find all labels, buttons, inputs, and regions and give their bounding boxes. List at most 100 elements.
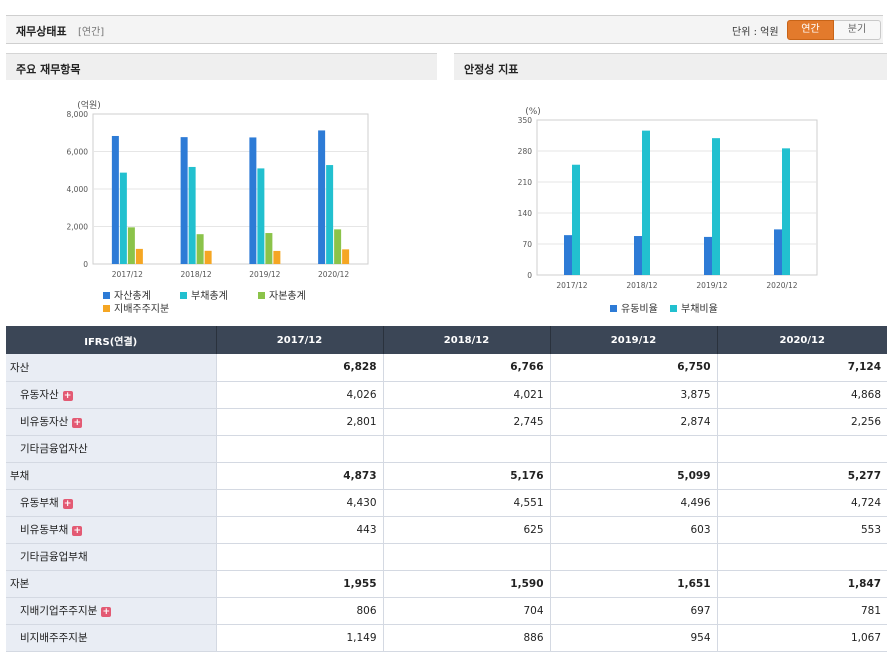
column-header: 2017/12 [215,326,383,354]
value-cell: 4,551 [382,489,550,517]
row-label-cell: 자본 [6,570,216,598]
x-tick-label: 2019/12 [249,270,280,279]
value-cell [215,543,383,571]
x-tick-label: 2019/12 [696,281,727,290]
bar-0-1 [180,137,188,264]
legend-label: 부채비율 [681,304,718,315]
legend-label: 자본총계 [269,291,306,302]
value-cell: 2,801 [215,408,383,436]
value-cell: 4,496 [549,489,717,517]
y-axis-label: (%) [525,107,541,117]
row-label-cell: 유동부채 + [6,489,216,517]
value-cell: 1,955 [215,570,383,598]
bar-0-2 [249,137,257,264]
value-cell: 806 [215,597,383,625]
table-row: 비유동자산 +2,801 2,745 2,874 2,256 [6,408,887,436]
expand-plus-icon[interactable]: + [72,418,83,428]
table-row: 비유동부채 +443 625 603 553 [6,516,887,544]
value-cell: 4,026 [215,381,383,409]
row-label-cell: 비유동자산 + [6,408,216,436]
section-title: 재무상태표 [16,25,67,38]
expand-plus-icon[interactable]: + [62,499,73,509]
legend-item: 자본총계 [258,287,306,302]
table-row: 유동부채 +4,430 4,551 4,496 4,724 [6,489,887,517]
period-toggle: 연간 분기 [787,20,881,40]
bar-0-0 [111,135,119,264]
column-header: 2018/12 [382,326,550,354]
financial-items-chart: (억원) 0 2,000 4,000 6,000 8,000 2017/12 2018/12 2… [67,99,369,279]
row-label: 지배기업주주지분 [20,605,98,617]
y-tick-label: 70 [522,240,532,249]
bar-1-3 [782,148,790,275]
x-tick-label: 2020/12 [766,281,797,290]
value-cell [382,435,550,463]
y-tick-label: 0 [83,260,88,269]
bar-3-0 [135,248,143,264]
quarter-toggle-button[interactable]: 분기 [834,20,881,40]
y-tick-label: 210 [518,178,533,187]
section-header: 재무상태표 [연간] 단위 : 억원 연간 분기 [6,15,883,44]
legend-item: 자산총계 [103,287,151,302]
value-cell: 4,021 [382,381,550,409]
annual-toggle-button[interactable]: 연간 [787,20,834,40]
value-cell [215,435,383,463]
table-row: 기타금융업자산 [6,435,887,463]
value-cell: 5,277 [716,462,887,490]
row-label-cell: 기타금융업자산 [6,435,216,463]
table-row: 부채 4,873 5,176 5,099 5,277 [6,462,887,490]
legend-item: 부채비율 [670,300,718,315]
table-row: 기타금융업부채 [6,543,887,571]
value-cell: 4,873 [215,462,383,490]
row-label: 기타금융업자산 [20,443,88,455]
value-cell: 3,875 [549,381,717,409]
y-tick-label: 8,000 [67,110,89,119]
bar-0-3 [774,229,782,275]
table-row: 자본 1,955 1,590 1,651 1,847 [6,570,887,598]
bar-3-2 [273,250,281,264]
bar-0-1 [634,236,642,275]
y-tick-label: 2,000 [67,223,89,232]
table-row: 유동자산 +4,026 4,021 3,875 4,868 [6,381,887,409]
row-label: 부채 [10,470,30,482]
expand-plus-icon[interactable]: + [62,391,73,401]
value-cell: 886 [382,624,550,652]
legend-swatch [610,305,617,312]
row-label: 자본 [10,578,30,590]
value-cell [549,435,717,463]
value-cell: 1,149 [215,624,383,652]
value-cell: 6,750 [549,354,717,382]
y-tick-label: 4,000 [67,185,89,194]
column-header: 2020/12 [716,326,887,354]
row-label: 비지배주주지분 [20,632,88,644]
bar-3-3 [342,249,350,264]
value-cell: 443 [215,516,383,544]
legend-item: 지배주주지분 [103,300,169,315]
bar-1-2 [712,138,720,275]
legend-item: 부채총계 [180,287,228,302]
row-label: 유동자산 [20,389,59,401]
value-cell [716,543,887,571]
row-label-cell: 유동자산 + [6,381,216,409]
value-cell: 954 [549,624,717,652]
bar-3-1 [204,250,212,264]
legend-swatch [103,305,110,312]
bar-1-1 [642,130,650,275]
legend-item: 유동비율 [610,300,658,315]
x-tick-label: 2018/12 [181,270,212,279]
column-header: 2019/12 [549,326,717,354]
expand-plus-icon[interactable]: + [101,607,112,617]
row-label-cell: 기타금융업부채 [6,543,216,571]
bar-1-0 [119,172,127,264]
bar-0-0 [564,235,572,275]
stability-legend: 유동비율 부채비율 [610,300,810,315]
value-cell [549,543,717,571]
table-row: 자산 6,828 6,766 6,750 7,124 [6,354,887,382]
value-cell: 781 [716,597,887,625]
legend-swatch [258,292,265,299]
expand-plus-icon[interactable]: + [72,526,83,536]
bar-2-0 [127,227,135,264]
row-label: 기타금융업부채 [20,551,88,563]
left-panel-title: 주요 재무항목 [6,53,437,80]
legend-swatch [670,305,677,312]
